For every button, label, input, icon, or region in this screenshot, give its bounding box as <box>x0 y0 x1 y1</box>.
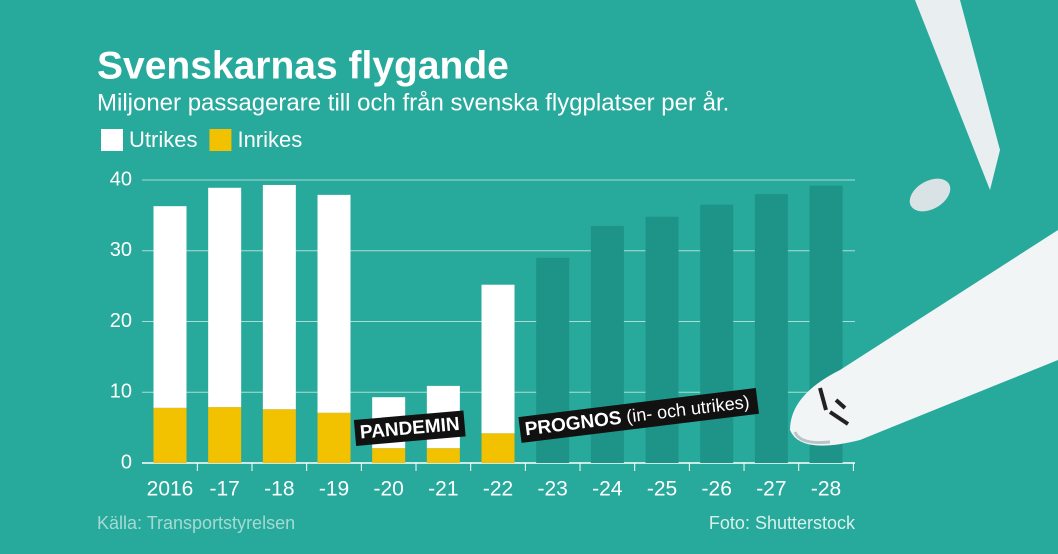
source: Källa: Transportstyrelsen <box>97 513 295 533</box>
forecast-bar <box>700 204 734 463</box>
x-tick-label: 2016 <box>147 478 194 501</box>
bar <box>426 448 460 463</box>
label-box <box>518 387 759 443</box>
y-tick-label: 10 <box>110 381 132 403</box>
bar <box>317 194 351 413</box>
label-box <box>353 410 466 446</box>
y-tick-label: 40 <box>110 168 132 190</box>
forecast-bar <box>754 194 788 463</box>
bar <box>481 284 515 434</box>
y-tick-label: 30 <box>110 239 132 261</box>
legend-swatch <box>209 129 232 151</box>
x-tick-label: -26 <box>702 478 732 501</box>
bar <box>208 187 242 408</box>
airplane <box>790 0 1058 446</box>
x-tick-label: -21 <box>428 478 458 501</box>
bar <box>372 448 406 463</box>
x-tick-label: -18 <box>264 478 294 501</box>
x-tick-label: -25 <box>647 478 677 501</box>
legend-label: Utrikes <box>129 127 197 152</box>
x-tick-label: -17 <box>209 478 239 501</box>
chart-subtitle: Miljoner passagerare till och från svens… <box>97 89 729 116</box>
bar <box>153 407 187 463</box>
x-tick-label: -23 <box>538 478 568 501</box>
chart-title: Svenskarnas flygande <box>97 44 509 87</box>
y-tick-label: 0 <box>121 451 132 473</box>
credit: Foto: Shutterstock <box>709 513 856 533</box>
bar <box>262 184 296 410</box>
x-tick-label: -20 <box>374 478 404 501</box>
bar <box>481 433 515 463</box>
y-tick-label: 20 <box>110 310 132 332</box>
legend-swatch <box>101 129 123 151</box>
bar <box>317 412 351 463</box>
x-tick-label: -28 <box>811 478 841 501</box>
bar <box>262 409 296 463</box>
x-tick-label: -24 <box>592 478 623 501</box>
bar <box>153 206 187 408</box>
legend: Utrikes Inrikes <box>101 127 302 152</box>
x-tick-label: -19 <box>319 478 349 501</box>
bar <box>208 407 242 463</box>
grid: 0 10 20 30 40 2016 -17 -18 -19 -20 -21 -22 -23 -24 -25… <box>110 168 855 501</box>
x-tick-label: -27 <box>756 478 786 501</box>
legend-label: Inrikes <box>237 127 302 152</box>
x-tick-label: -22 <box>483 478 513 501</box>
